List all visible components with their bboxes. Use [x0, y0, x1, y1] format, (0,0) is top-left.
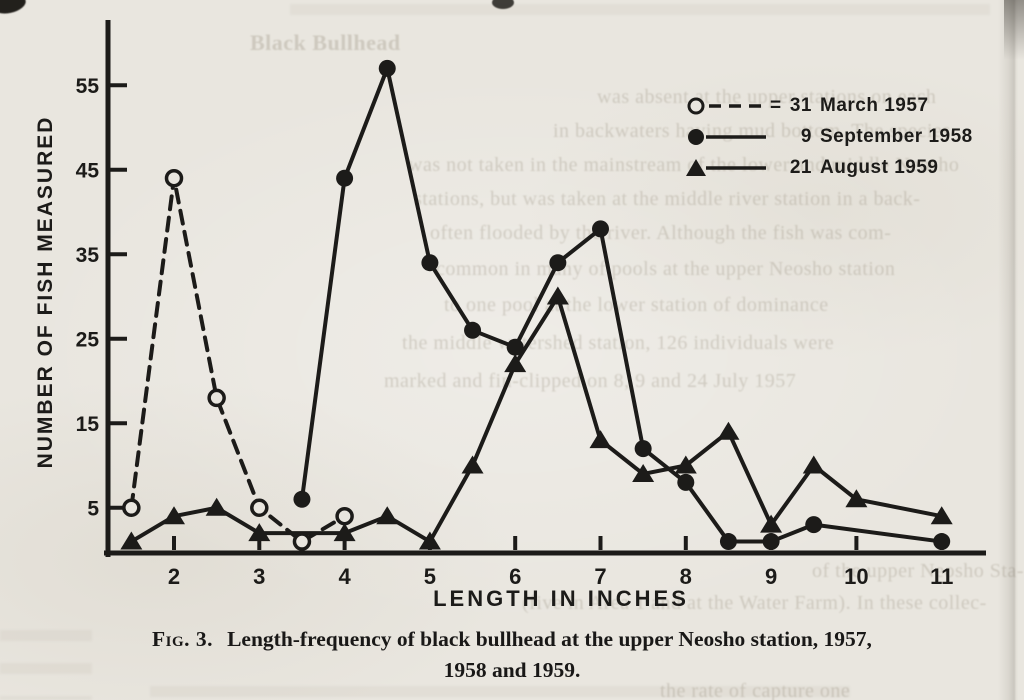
x-tick-label: 5 [424, 564, 436, 589]
x-tick-label: 11 [930, 564, 953, 589]
data-point-filled-circle [378, 59, 396, 77]
legend-marker-filled-circle [688, 128, 766, 145]
x-tick-label: 9 [765, 564, 777, 589]
data-point-open-circle [164, 168, 184, 188]
data-point-filled-triangle [333, 523, 356, 542]
x-tick-label: 4 [338, 564, 351, 589]
y-tick-label: 5 [87, 497, 99, 520]
x-axis-title: LENGTH IN INCHES [433, 586, 689, 611]
data-point-filled-circle [719, 533, 737, 551]
data-point-filled-circle [293, 490, 311, 508]
data-point-filled-triangle [546, 286, 569, 305]
legend-marker-open-circle [687, 97, 766, 114]
data-point-filled-triangle [930, 506, 953, 525]
data-point-filled-triangle [163, 506, 185, 525]
series-line-31-march-1957 [129, 176, 347, 544]
data-point-filled-circle [634, 440, 652, 458]
data-point-filled-circle [592, 220, 609, 238]
data-point-filled-triangle [461, 455, 484, 474]
data-point-filled-triangle [802, 455, 825, 474]
ghost-text-strip [150, 686, 850, 699]
data-point-filled-triangle [589, 430, 612, 449]
legend-row-31: = 31 March 1957 [686, 90, 973, 121]
chart-legend: = 31 March 1957 9 September 1958 21 August 195… [686, 90, 973, 183]
page-edge-seam [998, 0, 1024, 700]
data-point-filled-circle [336, 169, 354, 187]
data-point-open-circle [250, 498, 269, 517]
series-markers [120, 59, 953, 551]
x-tick-label: 3 [253, 564, 265, 589]
data-point-filled-triangle [120, 531, 143, 550]
legend-label: 9 September 1958 [800, 125, 973, 147]
data-point-filled-triangle [674, 455, 697, 474]
x-axis-ticks: 2 3 4 5 6 7 8 9 10 11 [168, 536, 953, 589]
data-point-open-circle [292, 532, 312, 551]
axes [104, 20, 986, 557]
x-tick-label: 10 [844, 564, 868, 589]
y-tick-label: 25 [76, 328, 100, 351]
data-point-filled-triangle [248, 523, 271, 542]
caption-line-2: 1958 and 1959. [443, 658, 581, 682]
data-point-filled-triangle [376, 506, 399, 525]
y-tick-label: 45 [76, 159, 100, 182]
x-tick-label: 8 [680, 564, 692, 589]
y-tick-label: 55 [76, 75, 100, 98]
y-axis-title-text: NUMBER OF FISH MEASURED [34, 115, 57, 469]
data-point-filled-circle [506, 338, 524, 356]
figure-number: Fig. 3. [152, 627, 214, 651]
data-point-open-circle [122, 498, 141, 517]
x-tick-label: 7 [594, 564, 606, 589]
y-tick-label: 15 [76, 413, 100, 436]
legend-row-9: 9 September 1958 [686, 121, 973, 152]
data-point-filled-triangle [632, 463, 655, 482]
figure-caption: Fig. 3. Length-frequency of black bullhea… [12, 624, 1012, 686]
legend-label: 21 August 1959 [789, 156, 939, 178]
legend-marker-filled-triangle [686, 158, 766, 176]
series-line-21-august-1959 [129, 294, 944, 544]
data-point-filled-triangle [845, 489, 868, 508]
data-point-filled-circle [677, 473, 695, 491]
legend-row-21: 21 August 1959 [686, 152, 973, 183]
data-point-open-circle [335, 506, 354, 526]
legend-label: = 31 March 1957 [770, 94, 929, 116]
data-point-filled-circle [762, 533, 780, 551]
data-point-filled-circle [933, 533, 951, 551]
x-tick-label: 6 [509, 564, 521, 589]
scan-smudge [492, 0, 514, 9]
data-point-open-circle [207, 388, 226, 408]
y-axis-ticks: 5 15 25 35 45 55 [76, 75, 127, 520]
data-point-filled-circle [464, 321, 482, 339]
data-point-filled-circle [421, 254, 439, 272]
data-point-filled-triangle [418, 531, 441, 550]
data-point-filled-triangle [760, 514, 783, 533]
y-tick-label: 35 [76, 244, 100, 267]
data-point-filled-triangle [205, 497, 228, 516]
data-point-filled-circle [805, 516, 823, 534]
data-point-filled-triangle [717, 421, 740, 440]
caption-line-1: Fig. 3. Length-frequency of black bullhea… [152, 627, 872, 651]
page-edge-shadow [1004, 0, 1024, 60]
data-point-filled-circle [549, 254, 567, 272]
data-point-filled-triangle [504, 354, 527, 373]
x-tick-label: 2 [168, 564, 180, 589]
